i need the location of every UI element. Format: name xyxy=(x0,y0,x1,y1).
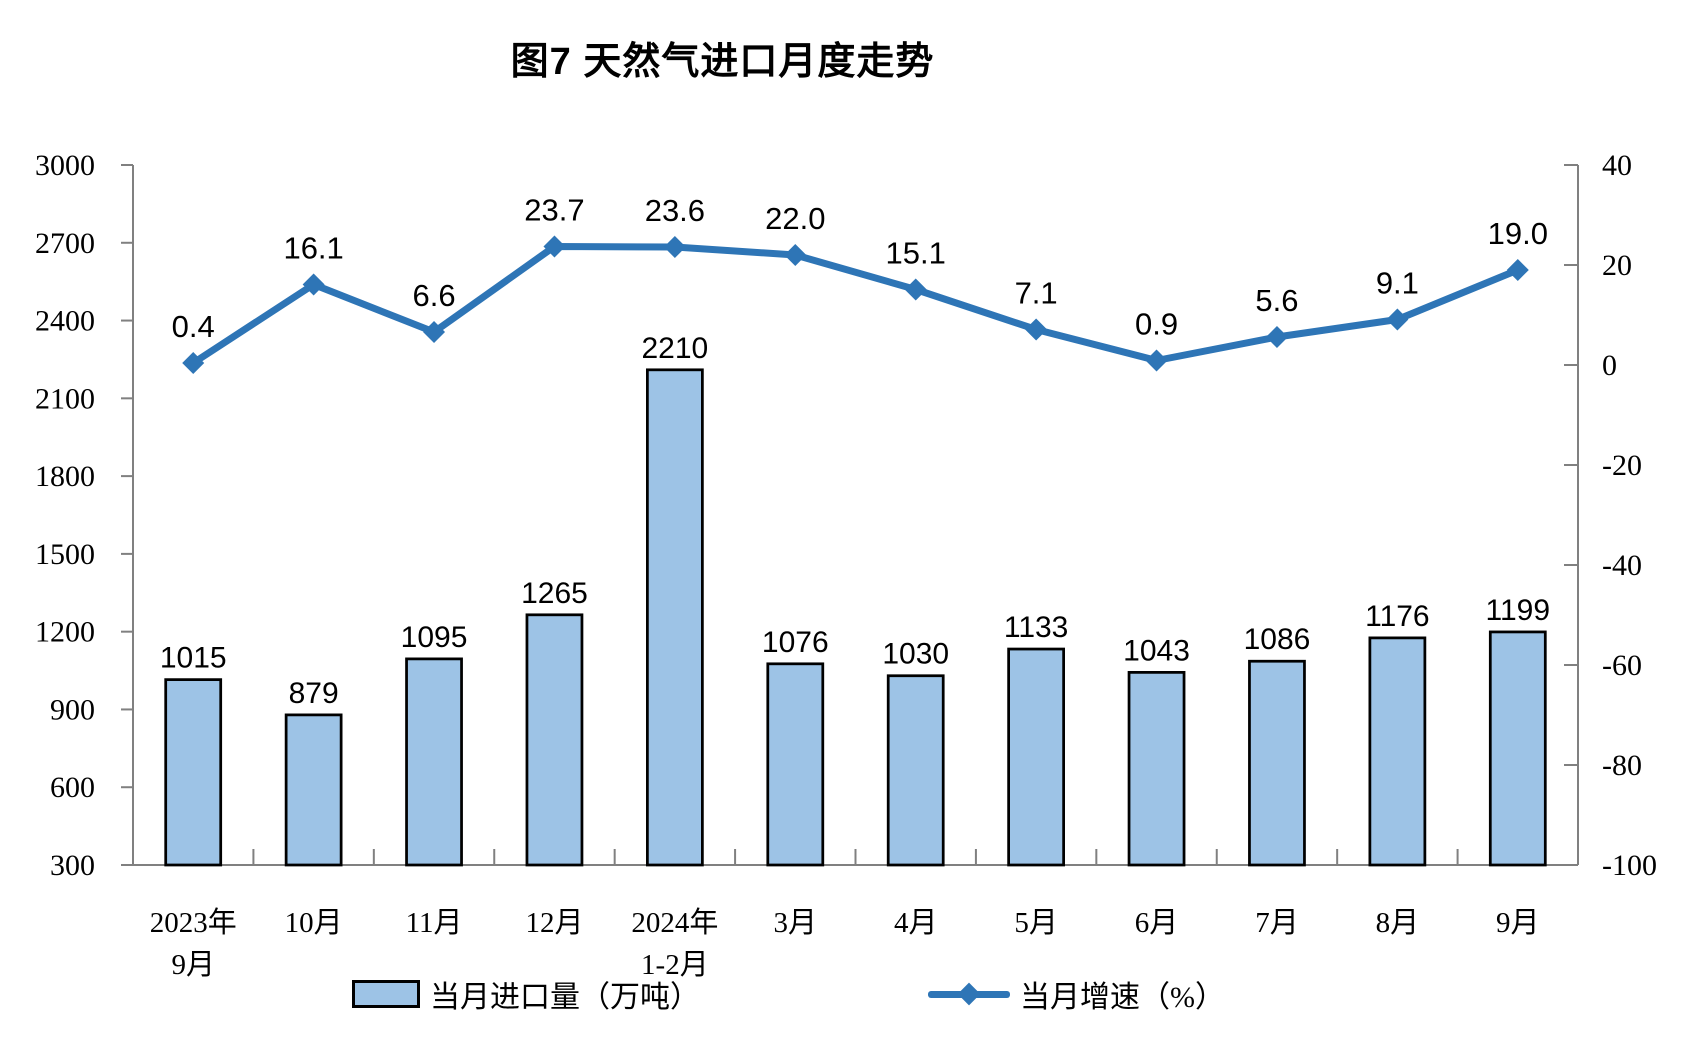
bar xyxy=(1488,630,1547,867)
y-axis-left-label: 2100 xyxy=(35,382,95,415)
line-marker xyxy=(904,278,927,301)
bar xyxy=(886,674,945,867)
line-marker xyxy=(1506,259,1529,281)
x-axis-label: 2024年 xyxy=(631,906,718,939)
bar xyxy=(405,657,463,867)
line-value-label: 15.1 xyxy=(886,236,946,271)
line-value-label: 22.0 xyxy=(765,201,825,236)
bar-value-label: 1176 xyxy=(1365,600,1430,633)
growth-line xyxy=(189,243,1522,367)
y-axis-right-label: 0 xyxy=(1602,349,1617,382)
x-axis-label: 9月 xyxy=(171,949,215,981)
line-value-label: 23.7 xyxy=(524,193,584,228)
y-axis-right-label: -40 xyxy=(1602,549,1642,582)
y-axis-right-label: -80 xyxy=(1602,749,1642,782)
line-marker xyxy=(784,244,807,266)
line-value-label: 0.4 xyxy=(172,309,215,344)
line-marker xyxy=(1145,349,1168,372)
bar-value-label: 1133 xyxy=(1004,611,1069,644)
bar-value-label: 1095 xyxy=(401,621,468,654)
bar xyxy=(525,613,584,867)
bar xyxy=(164,678,223,867)
bar-series-swatch-icon xyxy=(352,980,420,1008)
x-axis-label: 11月 xyxy=(406,907,463,939)
y-axis-right-label: 20 xyxy=(1602,249,1632,282)
line-series-swatch-icon xyxy=(928,982,1010,1006)
line-value-label: 6.6 xyxy=(412,278,455,313)
x-axis-label: 9月 xyxy=(1496,907,1540,939)
x-axis-label: 7月 xyxy=(1255,907,1299,939)
line-value-label: 9.1 xyxy=(1376,266,1419,301)
legend-item-import-volume: 当月进口量（万吨） xyxy=(352,972,700,1016)
x-axis-label: 3月 xyxy=(774,907,818,939)
line-value-label: 19.0 xyxy=(1488,216,1548,251)
y-axis-left-label: 2700 xyxy=(35,227,95,260)
bar xyxy=(1007,647,1065,867)
chart-title: 图7 天然气进口月度走势 xyxy=(510,41,935,83)
x-axis-label: 4月 xyxy=(894,907,938,939)
line-marker xyxy=(543,235,566,258)
bar-value-label: 1076 xyxy=(762,626,829,659)
bar-value-label: 2210 xyxy=(642,332,709,365)
bar-value-label: 1265 xyxy=(521,577,588,610)
bar-value-label: 1086 xyxy=(1244,623,1311,656)
x-axis-label: 1-2月 xyxy=(641,949,709,981)
line-value-label: 0.9 xyxy=(1135,307,1178,342)
x-axis-label: 2023年 xyxy=(150,906,237,939)
bar xyxy=(1248,659,1306,867)
line-marker xyxy=(1025,318,1048,341)
y-axis-left-label: 2400 xyxy=(35,305,95,338)
x-axis-label: 6月 xyxy=(1135,907,1179,939)
y-axis-left-label: 3000 xyxy=(35,149,95,182)
y-axis-left-label: 300 xyxy=(50,849,95,882)
line-value-label: 5.6 xyxy=(1255,283,1298,318)
legend-label-growth-rate: 当月增速（%） xyxy=(1020,981,1225,1014)
line-marker xyxy=(302,273,325,296)
bar xyxy=(1368,636,1427,867)
y-axis-right-label: -20 xyxy=(1602,449,1642,482)
y-axis-left-label: 1200 xyxy=(35,616,95,649)
y-axis-left-label: 1800 xyxy=(35,460,95,493)
y-axis-right-label: 40 xyxy=(1602,149,1632,182)
y-axis-left-label: 1500 xyxy=(35,538,95,571)
x-axis-label: 12月 xyxy=(525,907,583,939)
x-axis-label: 5月 xyxy=(1014,907,1058,939)
bar-value-label: 879 xyxy=(289,677,339,710)
bar-value-label: 1043 xyxy=(1123,634,1190,667)
bar-value-label: 1030 xyxy=(882,638,949,671)
y-axis-left-label: 600 xyxy=(50,771,95,804)
line-marker xyxy=(1265,326,1288,348)
legend-item-growth-rate: 当月增速（%） xyxy=(928,972,1225,1016)
bar-value-label: 1015 xyxy=(160,642,227,675)
line-marker xyxy=(423,321,446,343)
line-marker xyxy=(182,352,205,374)
line-marker xyxy=(1386,308,1409,331)
bar xyxy=(284,713,343,867)
line-value-label: 23.6 xyxy=(645,193,705,228)
bar xyxy=(646,368,704,867)
x-axis-label: 10月 xyxy=(285,907,343,939)
y-axis-right-label: -60 xyxy=(1602,649,1642,682)
line-marker xyxy=(663,236,686,258)
line-value-label: 7.1 xyxy=(1015,276,1058,311)
chart-legend: 当月进口量（万吨） 当月增速（%） xyxy=(0,972,1692,1022)
x-axis-label: 8月 xyxy=(1376,907,1420,939)
line-value-label: 16.1 xyxy=(283,231,343,266)
bar xyxy=(766,662,825,867)
y-axis-left-label: 900 xyxy=(50,693,95,726)
bar-value-label: 1199 xyxy=(1486,594,1551,627)
bar xyxy=(1127,670,1186,867)
y-axis-right-label: -100 xyxy=(1602,849,1657,882)
legend-label-import-volume: 当月进口量（万吨） xyxy=(430,981,700,1014)
